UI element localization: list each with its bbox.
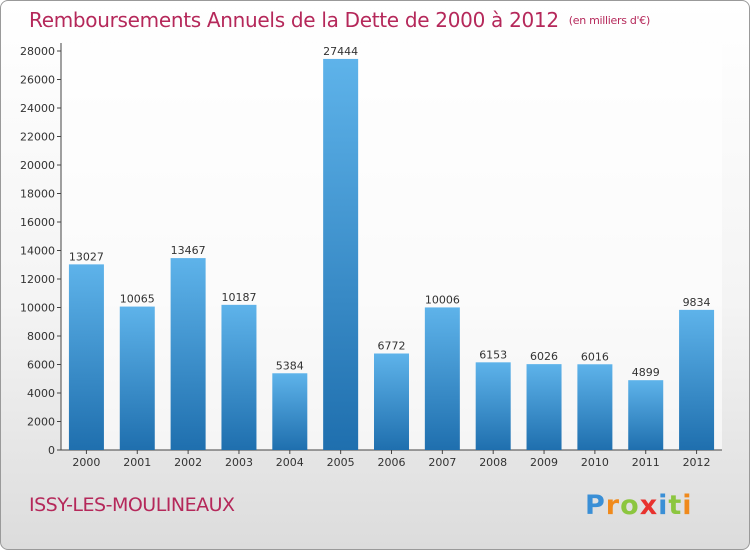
bar-value-label: 10187 <box>221 291 256 304</box>
bar <box>628 380 664 450</box>
bar-value-label: 4899 <box>632 366 660 379</box>
x-tick-label: 2011 <box>632 456 660 469</box>
y-tick-label: 22000 <box>20 131 55 144</box>
x-tick-label: 2006 <box>378 456 406 469</box>
x-tick-label: 2001 <box>123 456 151 469</box>
y-tick-label: 26000 <box>20 74 55 87</box>
bar <box>221 304 257 450</box>
bar <box>68 264 104 450</box>
x-tick-label: 2008 <box>479 456 507 469</box>
logo-letter: x <box>639 490 659 521</box>
y-tick-label: 28000 <box>20 45 55 58</box>
bar <box>272 373 308 450</box>
bar <box>475 362 511 450</box>
logo-letter: i <box>682 490 693 521</box>
x-tick-label: 2012 <box>683 456 711 469</box>
bar-value-label: 6153 <box>479 348 507 361</box>
x-tick-label: 2002 <box>174 456 202 469</box>
y-tick-label: 24000 <box>20 102 55 115</box>
bar <box>526 364 562 450</box>
bar-value-label: 13027 <box>69 250 104 263</box>
bar-value-label: 10065 <box>120 293 155 306</box>
y-tick-label: 2000 <box>27 416 55 429</box>
y-tick-label: 0 <box>48 444 55 457</box>
chart-title-text: Remboursements Annuels de la Dette de 20… <box>29 8 559 32</box>
bar <box>679 309 715 450</box>
y-tick-label: 18000 <box>20 188 55 201</box>
city-name: ISSY-LES-MOULINEAUX <box>29 494 235 516</box>
y-tick-label: 20000 <box>20 159 55 172</box>
x-tick-label: 2005 <box>327 456 355 469</box>
unit-note: (en milliers d'€) <box>568 14 650 27</box>
bar-value-label: 10006 <box>425 293 460 306</box>
bar-value-label: 5384 <box>276 359 304 372</box>
y-tick-label: 16000 <box>20 216 55 229</box>
bar-value-label: 9834 <box>683 296 711 309</box>
bar <box>323 58 359 450</box>
x-tick-label: 2010 <box>581 456 609 469</box>
bar-value-label: 13467 <box>171 244 206 257</box>
y-tick-label: 12000 <box>20 273 55 286</box>
logo-letter: r <box>605 490 621 521</box>
logo-letter: P <box>585 490 606 521</box>
y-tick-label: 6000 <box>27 359 55 372</box>
proxiti-logo: Proxiti <box>585 490 693 521</box>
x-tick-label: 2009 <box>530 456 558 469</box>
x-tick-label: 2007 <box>428 456 456 469</box>
y-tick-label: 4000 <box>27 387 55 400</box>
y-tick-label: 10000 <box>20 302 55 315</box>
bar <box>374 353 409 450</box>
bar-value-label: 6026 <box>530 350 558 363</box>
bar-value-label: 6772 <box>378 339 406 352</box>
chart-title: Remboursements Annuels de la Dette de 20… <box>29 8 650 32</box>
x-tick-label: 2000 <box>72 456 100 469</box>
logo-letter: i <box>658 490 669 521</box>
x-tick-label: 2003 <box>225 456 253 469</box>
logo-letter: o <box>620 490 640 521</box>
bar-value-label: 6016 <box>581 350 609 363</box>
logo-letter: t <box>668 490 683 521</box>
bar <box>424 307 460 450</box>
bar <box>119 306 155 450</box>
bar-value-label: 27444 <box>323 45 358 58</box>
bar <box>577 364 613 450</box>
y-tick-label: 8000 <box>27 330 55 343</box>
bar <box>170 258 206 450</box>
x-tick-label: 2004 <box>276 456 304 469</box>
y-tick-label: 14000 <box>20 245 55 258</box>
